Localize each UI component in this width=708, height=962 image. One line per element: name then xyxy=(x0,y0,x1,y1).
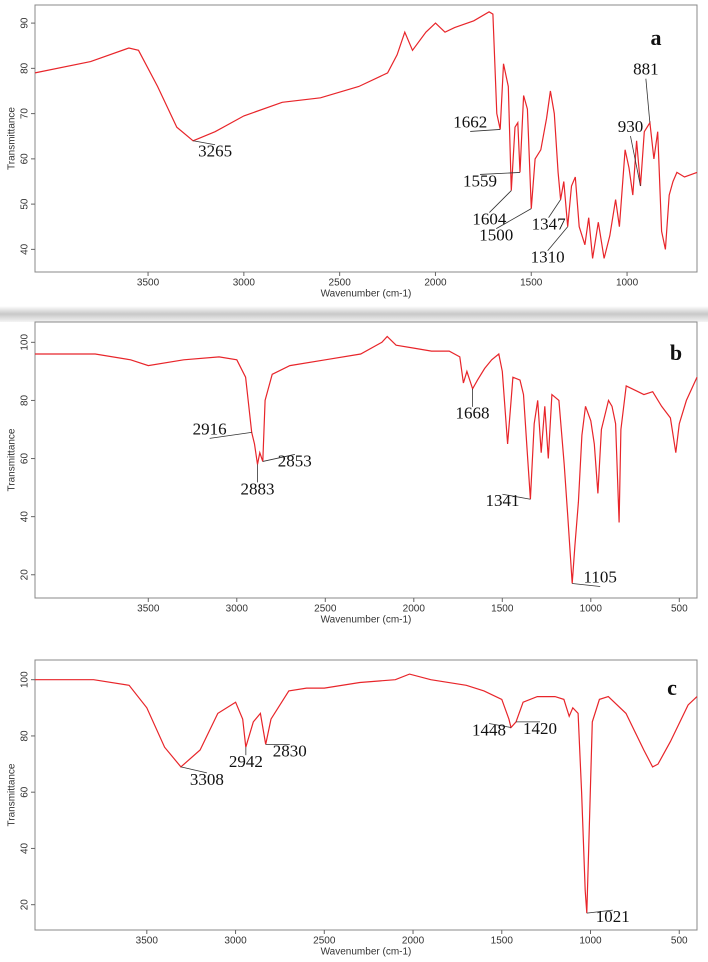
plot-frame xyxy=(34,4,698,273)
panel-letter: c xyxy=(667,675,677,700)
peak-label: 930 xyxy=(618,117,644,136)
x-tick-label: 2000 xyxy=(403,604,426,615)
annotation-leader xyxy=(470,129,501,132)
x-tick-label: 3500 xyxy=(136,936,159,947)
x-axis-title: Wavenumber (cm-1) xyxy=(321,289,412,300)
peak-label: 2830 xyxy=(273,741,307,760)
peak-label: 1420 xyxy=(523,719,557,738)
x-tick-label: 3000 xyxy=(233,278,256,289)
separator xyxy=(0,306,708,322)
y-tick-label: 40 xyxy=(20,243,31,255)
annotation-leader xyxy=(502,493,531,500)
annotation-leader xyxy=(193,140,216,146)
peak-label: 1604 xyxy=(472,209,507,228)
annotation-leader xyxy=(262,454,295,462)
x-tick-label: 500 xyxy=(671,604,688,615)
annotation-leader xyxy=(209,432,252,439)
annotation-leader xyxy=(496,208,532,229)
spectrum-line xyxy=(35,673,698,914)
x-tick-label: 3000 xyxy=(224,936,247,947)
peak-label: 3265 xyxy=(198,142,232,161)
peak-label: 3308 xyxy=(190,770,224,789)
x-tick-label: 2500 xyxy=(329,278,352,289)
y-tick-label: 20 xyxy=(20,569,31,581)
peak-label: 1448 xyxy=(472,720,506,739)
x-tick-label: 3500 xyxy=(137,278,160,289)
x-tick-label: 3500 xyxy=(137,604,160,615)
x-tick-label: 1000 xyxy=(579,936,602,947)
x-tick-label: 1500 xyxy=(491,604,514,615)
peak-label: 2883 xyxy=(240,479,274,498)
x-axis-title: Wavenumber (cm-1) xyxy=(321,947,412,958)
annotation-leader xyxy=(547,226,568,252)
annotation-leader xyxy=(180,766,207,774)
y-tick-label: 80 xyxy=(20,62,31,74)
annotation-leader xyxy=(572,583,601,587)
x-tick-label: 1000 xyxy=(616,278,639,289)
x-tick-label: 2000 xyxy=(402,936,425,947)
x-tick-label: 2500 xyxy=(313,936,336,947)
peak-label: 2942 xyxy=(229,752,263,771)
spectrum-line xyxy=(35,335,698,584)
annotation-leader xyxy=(645,78,651,123)
peak-label: 881 xyxy=(633,60,659,79)
y-tick-label: 100 xyxy=(20,671,31,688)
annotation-leader xyxy=(479,172,520,175)
y-axis-title: Transmittance xyxy=(7,107,18,170)
peak-label: 1021 xyxy=(596,907,630,926)
peak-label: 1668 xyxy=(456,404,490,423)
y-tick-label: 100 xyxy=(20,334,31,351)
peak-label: 1347 xyxy=(532,214,567,233)
plot-frame xyxy=(34,659,698,931)
y-tick-label: 40 xyxy=(20,511,31,523)
x-tick-label: 1500 xyxy=(491,936,514,947)
x-axis-title: Wavenumber (cm-1) xyxy=(321,615,412,626)
panel-letter: a xyxy=(651,25,662,50)
peak-label: 1500 xyxy=(479,226,513,245)
peak-label: 1105 xyxy=(584,567,617,586)
plot-frame xyxy=(34,321,698,599)
peak-label: 1559 xyxy=(463,171,497,190)
annotation-leader xyxy=(630,135,641,187)
y-axis-title: Transmittance xyxy=(7,428,18,491)
x-tick-label: 500 xyxy=(671,936,688,947)
y-tick-label: 70 xyxy=(20,108,31,120)
y-tick-label: 40 xyxy=(20,842,31,854)
y-tick-label: 80 xyxy=(20,730,31,742)
annotation-leader xyxy=(489,190,512,213)
peak-label: 1310 xyxy=(531,248,565,267)
y-tick-label: 50 xyxy=(20,198,31,210)
annotation-leader xyxy=(548,199,561,218)
panel-letter: b xyxy=(670,340,682,365)
y-axis-title: Transmittance xyxy=(7,763,18,826)
peak-label: 2853 xyxy=(278,451,312,470)
y-tick-label: 80 xyxy=(20,394,31,406)
x-tick-label: 2000 xyxy=(424,278,447,289)
peak-label: 1341 xyxy=(485,491,519,510)
x-tick-label: 1500 xyxy=(520,278,543,289)
y-tick-label: 60 xyxy=(20,786,31,798)
x-tick-label: 3000 xyxy=(226,604,249,615)
y-tick-label: 20 xyxy=(20,899,31,911)
annotation-leader xyxy=(586,909,613,914)
annotation-leader xyxy=(488,723,512,728)
y-tick-label: 60 xyxy=(20,153,31,165)
y-tick-label: 60 xyxy=(20,453,31,465)
spectrum-line xyxy=(34,11,698,259)
x-tick-label: 2500 xyxy=(314,604,337,615)
y-tick-label: 90 xyxy=(20,17,31,29)
x-tick-label: 1000 xyxy=(580,604,603,615)
peak-label: 1662 xyxy=(453,112,487,131)
peak-label: 2916 xyxy=(193,419,227,438)
